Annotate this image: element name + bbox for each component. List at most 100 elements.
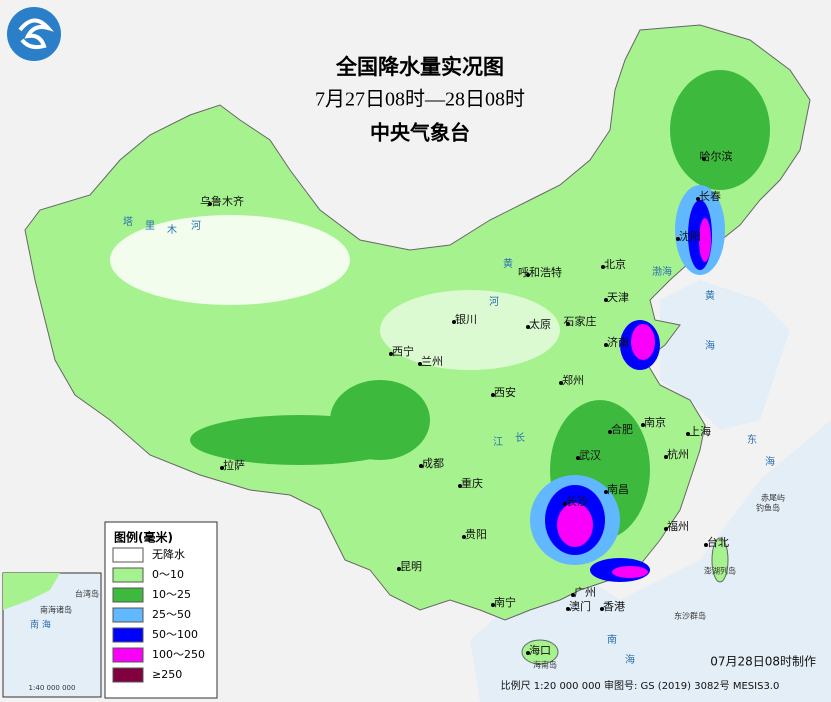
water-label: 河: [489, 296, 499, 308]
rain-area: [631, 324, 655, 360]
rain-area: [670, 70, 770, 190]
city-dot: [491, 603, 495, 607]
sea: [660, 280, 790, 430]
issuer: 中央气象台: [370, 121, 470, 145]
city-label: 哈尔滨: [700, 149, 733, 163]
city-label: 沈阳: [679, 229, 701, 243]
legend-label: 50～100: [152, 628, 198, 641]
rain-area: [330, 380, 430, 460]
city-label: 上海: [689, 424, 711, 438]
water-label: 黄: [503, 257, 513, 270]
city-label: 南昌: [607, 483, 629, 496]
city-dot: [559, 381, 563, 385]
city-label: 合肥: [611, 422, 633, 436]
city-label: 兰州: [421, 355, 443, 368]
island-label: 海南岛: [533, 660, 557, 670]
legend-label: ≥250: [152, 668, 182, 681]
city-label: 太原: [529, 318, 551, 331]
legend-title: 图例(毫米): [114, 530, 173, 545]
island-label: 澎湖列岛: [704, 566, 736, 576]
map-title: 全国降水量实况图: [335, 55, 504, 79]
city-dot: [566, 607, 570, 611]
sea: [470, 420, 831, 702]
water-label: 塔: [123, 215, 133, 228]
inset-label: 台湾岛: [75, 589, 99, 599]
inset: 台湾岛 南海诸岛 南 海 1:40 000 000: [2, 572, 102, 698]
footer-scale: 比例尺 1:20 000 000 审图号: GS (2019) 3082号 ME…: [501, 679, 780, 692]
city-dot: [571, 593, 575, 597]
city-label: 贵阳: [465, 528, 487, 541]
city-dot: [397, 567, 401, 571]
legend-swatch: [112, 547, 144, 563]
city-dot: [696, 197, 700, 201]
city-dot: [702, 157, 706, 161]
rain-area: [557, 503, 593, 547]
city-label: 海口: [529, 643, 551, 657]
city-label: 台北: [707, 535, 729, 549]
water-label: 黄: [705, 289, 715, 302]
city-dot: [491, 393, 495, 397]
legend-swatch: [112, 627, 144, 643]
legend: 图例(毫米) 无降水 0～10 10～25 25～50 50～100 100～250 ≥25…: [104, 521, 218, 699]
taiwan: [711, 537, 729, 583]
city-label: 拉萨: [223, 458, 245, 472]
date-made: 07月28日08时制作: [710, 655, 816, 669]
city-label: 银川: [455, 312, 477, 326]
city-label: 福州: [667, 519, 689, 533]
city-label: 昆明: [400, 560, 422, 573]
city-label: 成都: [422, 457, 444, 470]
city-label: 重庆: [461, 476, 483, 490]
city-label: 济南: [607, 335, 629, 349]
city-label: 南京: [644, 415, 666, 429]
legend-label: 10～25: [152, 588, 191, 601]
city-label: 西安: [494, 385, 516, 399]
island-label: 东沙群岛: [674, 611, 706, 621]
legend-label: 0～10: [152, 568, 184, 581]
legend-swatch: [112, 607, 144, 623]
city-label: 石家庄: [564, 314, 597, 328]
city-dot: [604, 343, 608, 347]
inset-scale: 1:40 000 000: [29, 684, 76, 692]
city-dot: [601, 265, 605, 269]
city-dot: [664, 455, 668, 459]
city-dot: [576, 456, 580, 460]
rain-areas: [110, 70, 770, 582]
city-label: 南宁: [494, 595, 516, 609]
city-dot: [220, 466, 224, 470]
water-label: 长: [515, 432, 525, 444]
inset-label: 南 海: [30, 619, 51, 631]
city-dot: [676, 237, 680, 241]
water-label: 海: [765, 455, 775, 468]
city-dot: [208, 202, 212, 206]
city-dot: [389, 352, 393, 356]
legend-label: 25～50: [152, 608, 191, 621]
water-label: 渤海: [652, 265, 672, 278]
legend-label: 100～250: [152, 648, 205, 661]
city-dot: [600, 607, 604, 611]
water-label: 海: [705, 339, 715, 352]
city-label: 天津: [607, 291, 629, 304]
island-label: 钓鱼岛: [756, 503, 780, 513]
water-label: 海: [625, 653, 635, 666]
city-dot: [641, 423, 645, 427]
city-dot: [458, 484, 462, 488]
city-dot: [604, 298, 608, 302]
city-label: 乌鲁木齐: [200, 194, 244, 208]
city-label: 郑州: [562, 373, 584, 387]
logo: [7, 7, 61, 61]
city-dot: [686, 432, 690, 436]
legend-label: 无降水: [152, 547, 185, 561]
city-label: 广州: [574, 586, 596, 599]
city-label: 武汉: [579, 449, 601, 462]
city-dot: [462, 535, 466, 539]
city-dot: [604, 490, 608, 494]
city-label: 长春: [699, 190, 721, 203]
city-dot: [566, 322, 570, 326]
city-dot: [664, 527, 668, 531]
map-subtitle: 7月27日08时—28日08时: [315, 88, 525, 111]
city-dot: [526, 325, 530, 329]
city-label: 西宁: [392, 344, 414, 358]
water-label: 河: [191, 220, 201, 232]
rain-area: [699, 218, 711, 262]
